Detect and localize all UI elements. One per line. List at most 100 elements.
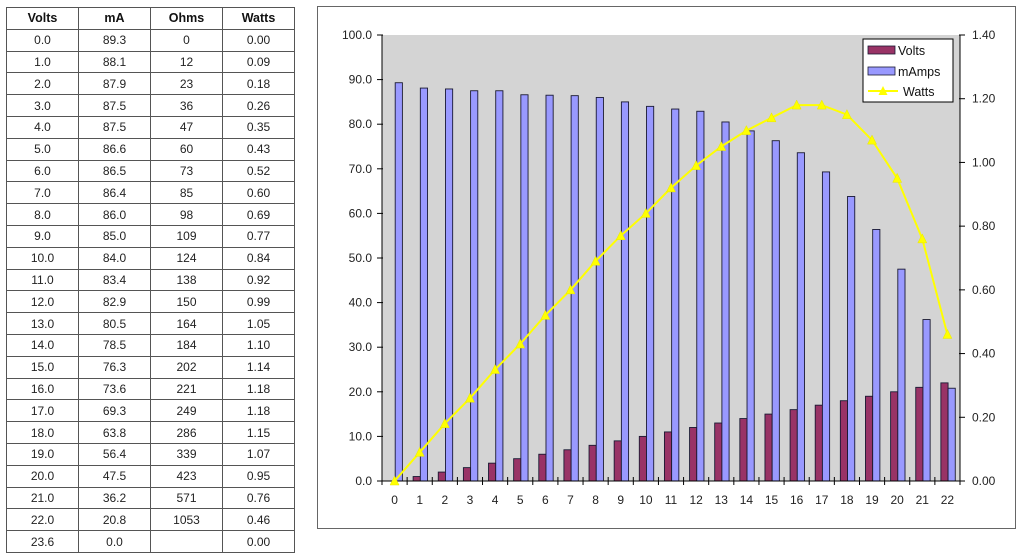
cell-ohms: 36: [150, 94, 223, 117]
cell-volts: 14.0: [6, 333, 79, 357]
cell-volts: 9.0: [6, 224, 79, 248]
volts-bar: [764, 413, 773, 482]
volts-bar: [613, 440, 622, 482]
mamps-bar: [897, 268, 906, 482]
cell-volts: 18.0: [6, 421, 79, 444]
watts-marker: [917, 233, 928, 244]
cell-ohms: 60: [150, 137, 223, 161]
cell-watts: 0.35: [222, 115, 295, 139]
cell-ma: 87.5: [78, 94, 151, 117]
cell-volts: 15.0: [6, 355, 79, 379]
watts-marker: [565, 284, 576, 295]
cell-watts: 0.69: [222, 203, 295, 226]
cell-ohms: 138: [150, 268, 223, 292]
cell-ma: 82.9: [78, 290, 151, 314]
volts-bar: [462, 467, 472, 482]
cell-ohms: [150, 530, 223, 553]
data-table: Volts mA Ohms Watts 0.0 89.3 0 0.00 1.0 88.1 1…: [6, 7, 295, 553]
header-ma: mA: [78, 7, 151, 30]
cell-volts: 0.0: [6, 28, 79, 52]
cell-ma: 80.5: [78, 312, 151, 335]
left-tick-label: 50.0: [349, 251, 373, 265]
cell-ohms: 0: [150, 28, 223, 52]
volts-bar: [563, 449, 572, 482]
legend-mamps-swatch: [867, 66, 896, 76]
watts-marker: [540, 309, 551, 320]
table-row: 8.0 86.0 98 0.69: [6, 203, 295, 226]
table-row: 7.0 86.4 85 0.60: [6, 181, 295, 205]
mamps-bar: [545, 94, 554, 482]
x-tick-label: 9: [617, 493, 624, 507]
watts-marker: [766, 112, 777, 123]
mamps-bar: [922, 319, 931, 482]
chart-container: 0.0 10.0 20.0 30.0 40.0 50.0 60.0 70.0 80.0 90.0 1…: [317, 6, 1016, 529]
x-tick-label: 0: [391, 493, 398, 507]
cell-ma: 88.1: [78, 50, 151, 74]
cell-ohms: 12: [150, 50, 223, 74]
x-tick-label: 10: [639, 493, 653, 507]
watts-marker: [842, 109, 852, 119]
watts-marker: [942, 328, 953, 339]
right-tick-label: 1.40: [972, 28, 996, 42]
cell-ohms: 85: [150, 181, 223, 205]
legend-volts-label: Volts: [898, 44, 925, 58]
cell-ma: 73.6: [78, 377, 151, 401]
x-tick-label: 15: [765, 493, 779, 507]
x-tick-label: 1: [416, 493, 423, 507]
cell-watts: 0.95: [222, 464, 295, 488]
x-tick-label: 5: [517, 493, 524, 507]
watts-marker: [590, 255, 601, 266]
watts-marker: [892, 172, 903, 183]
x-tick-label: 17: [815, 493, 829, 507]
cell-ohms: 423: [150, 464, 223, 488]
cell-ma: 86.5: [78, 159, 151, 183]
cell-watts: 1.18: [222, 399, 295, 423]
table-row: 2.0 87.9 23 0.18: [6, 72, 295, 96]
watts-marker: [666, 182, 676, 193]
cell-ma: 36.2: [78, 486, 151, 510]
volts-bar: [538, 453, 547, 482]
header-volts: Volts: [6, 7, 79, 30]
x-tick-label: 14: [740, 493, 754, 507]
cell-ma: 56.4: [78, 442, 151, 466]
cell-ohms: 124: [150, 246, 223, 270]
cell-watts: 0.92: [222, 268, 295, 292]
header-ohms: Ohms: [150, 7, 223, 30]
mamps-bar: [947, 387, 956, 482]
volts-bar: [839, 400, 848, 482]
watts-marker: [640, 207, 651, 218]
left-tick-label: 90.0: [349, 73, 373, 87]
x-tick-label: 8: [592, 493, 599, 507]
cell-ma: 0.0: [78, 530, 151, 553]
watts-marker: [490, 363, 500, 374]
cell-watts: 0.52: [222, 159, 295, 183]
volts-bar: [689, 427, 698, 482]
cell-ohms: 98: [150, 203, 223, 226]
mamps-bar: [847, 196, 856, 482]
cell-ma: 87.9: [78, 72, 151, 96]
cell-ma: 87.5: [78, 115, 151, 139]
x-tick-label: 11: [665, 493, 678, 507]
cell-watts: 1.10: [222, 333, 295, 357]
cell-volts: 2.0: [6, 72, 79, 96]
cell-watts: 0.26: [222, 94, 295, 117]
table-row: 18.0 63.8 286 1.15: [6, 421, 295, 444]
watts-marker: [515, 338, 526, 349]
table-row: 22.0 20.8 1053 0.46: [6, 508, 295, 532]
left-tick-label: 20.0: [349, 385, 373, 399]
mamps-bar: [771, 140, 780, 482]
legend-mamps-label: mAmps: [898, 65, 940, 79]
cell-watts: 1.07: [222, 442, 295, 466]
cell-volts: 8.0: [6, 203, 79, 226]
mamps-bar: [671, 108, 680, 482]
watts-marker: [816, 99, 827, 110]
left-tick-label: 30.0: [349, 340, 373, 354]
table-row: 1.0 88.1 12 0.09: [6, 50, 295, 74]
cell-ma: 86.6: [78, 137, 151, 161]
cell-volts: 17.0: [6, 399, 79, 423]
x-tick-label: 7: [567, 493, 574, 507]
watts-marker: [791, 99, 802, 110]
x-tick-label: 3: [467, 493, 474, 507]
mamps-bar: [872, 229, 881, 482]
volts-bar: [412, 476, 421, 482]
